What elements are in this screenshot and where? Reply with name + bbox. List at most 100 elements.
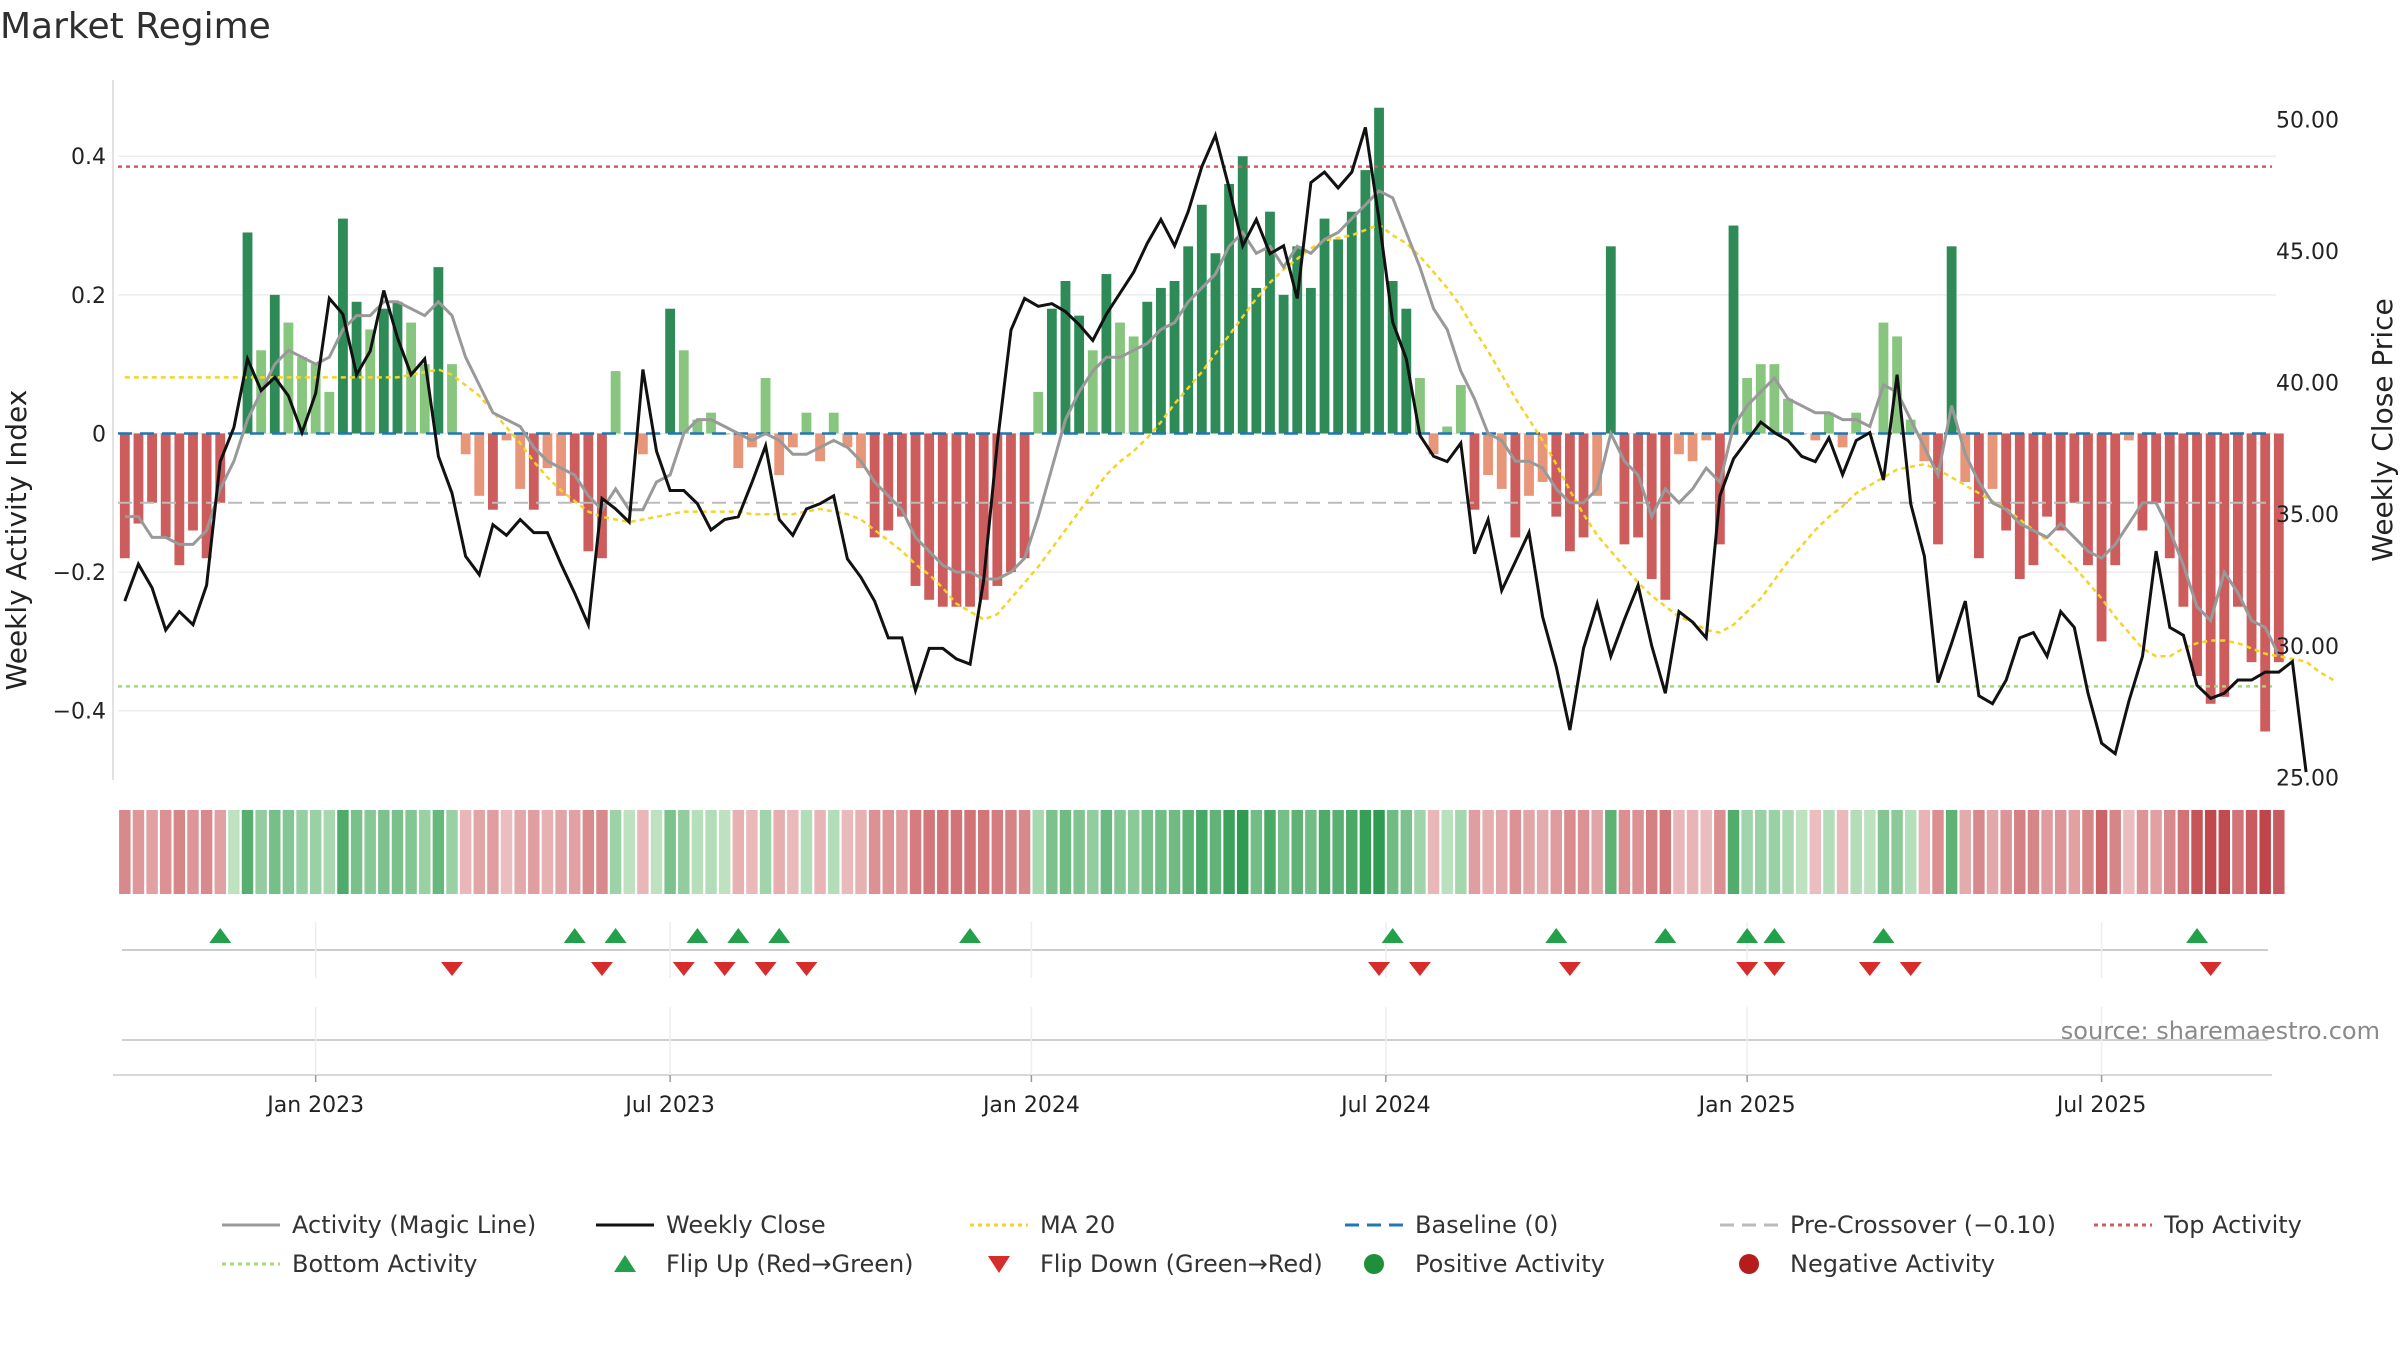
activity-bar [828, 412, 839, 434]
activity-bar [1824, 412, 1834, 434]
regime-cell [664, 810, 676, 894]
regime-cell [2082, 810, 2094, 894]
activity-bar [310, 364, 321, 434]
regime-cell [1223, 810, 1235, 894]
regime-cell [1836, 810, 1849, 894]
regime-cell [1550, 810, 1562, 894]
regime-cell [1945, 810, 1958, 894]
legend-swatch [1739, 1254, 1759, 1274]
regime-cell [2068, 810, 2081, 894]
regime-cell [568, 810, 581, 894]
activity-bar [1837, 433, 1848, 448]
regime-cell [841, 810, 854, 894]
activity-bar [1142, 301, 1153, 434]
activity-bar [842, 433, 853, 448]
activity-bar [583, 433, 594, 552]
regime-cell [746, 810, 758, 894]
activity-bar [2028, 433, 2039, 566]
regime-cell [1100, 810, 1113, 894]
regime-cell [814, 810, 826, 894]
regime-cell [1400, 810, 1413, 894]
regime-cell [759, 810, 772, 894]
regime-cell [732, 810, 745, 894]
activity-bar [365, 329, 376, 434]
regime-cell [2273, 810, 2285, 894]
regime-cell [1509, 810, 1522, 894]
activity-bar [1292, 246, 1303, 434]
regime-cell [1346, 810, 1358, 894]
activity-bar [1033, 391, 1044, 434]
flip-up-marker [563, 928, 586, 943]
activity-bar [2178, 433, 2189, 607]
activity-bar [1714, 433, 1725, 545]
y-axis-right-label: Weekly Close Price [2366, 298, 2399, 561]
activity-bar [978, 433, 989, 600]
flip-up-marker [686, 928, 709, 943]
regime-cell [1073, 810, 1085, 894]
x-axis-ticks: Jan 2023 Jul 2023 Jan 2024 Jul 2024 Jan 2025… [265, 1075, 2146, 1118]
activity-bar [1319, 218, 1330, 434]
activity-bar [2001, 433, 2012, 531]
regime-cell [405, 810, 417, 894]
y-tick-right: 35.00 [2276, 503, 2339, 528]
regime-cell [1618, 810, 1631, 894]
activity-bar [1455, 384, 1466, 434]
activity-bar [1987, 433, 1998, 489]
activity-bar [1469, 433, 1480, 510]
activity-bar [2205, 433, 2216, 704]
flip-down-marker [754, 962, 777, 976]
activity-bar [556, 433, 566, 496]
activity-bar [692, 419, 703, 434]
regime-cell [1155, 810, 1167, 894]
activity-bar [1496, 433, 1507, 489]
activity-bar [447, 364, 457, 434]
regime-cell [1809, 810, 1822, 894]
activity-bar [2055, 433, 2066, 531]
legend-item: Bottom Activity [222, 1250, 477, 1278]
regime-cell [1523, 810, 1535, 894]
activity-bar [1346, 211, 1357, 434]
flip-down-marker [1368, 962, 1391, 976]
regime-cell [1877, 810, 1890, 894]
regime-cell [1973, 810, 1985, 894]
regime-cell [1782, 810, 1794, 894]
activity-bar [1305, 287, 1316, 434]
regime-cell [378, 810, 390, 894]
regime-cell [1059, 810, 1072, 894]
regime-cell [1714, 810, 1726, 894]
activity-bar [951, 433, 962, 607]
regime-cell [800, 810, 813, 894]
regime-cell [828, 810, 840, 894]
activity-bar [774, 433, 785, 476]
flip-up-marker [1654, 928, 1677, 943]
x-tick-label: Jul 2025 [2055, 1093, 2147, 1118]
regime-cell [446, 810, 458, 894]
regime-cell [1605, 810, 1617, 894]
regime-cell [1891, 810, 1903, 894]
y-tick-right: 40.00 [2276, 372, 2339, 397]
regime-cell [1536, 810, 1549, 894]
regime-cell [1291, 810, 1303, 894]
activity-bar [433, 267, 444, 434]
regime-cell [241, 810, 254, 894]
activity-bar [1237, 156, 1248, 434]
activity-bar [474, 433, 485, 496]
legend-item: Flip Down (Green→Red) [988, 1250, 1323, 1278]
regime-cell [309, 810, 322, 894]
activity-bar [2096, 433, 2107, 642]
activity-bar [2273, 433, 2284, 663]
activity-bar [1946, 246, 1957, 434]
flip-up-marker [727, 928, 750, 943]
activity-bar [1660, 433, 1671, 600]
regime-cell [2164, 810, 2176, 894]
y-tick-left: 0.4 [71, 145, 106, 170]
flip-up-marker [1872, 928, 1895, 943]
flip-down-marker [1558, 962, 1581, 976]
regime-cell [1386, 810, 1399, 894]
axes: 0.4 0.2 0 −0.2 −0.4 50.00 45.00 40.00 35.00 30.00… [53, 80, 2339, 791]
regime-cell [1727, 810, 1740, 894]
legend-swatch [988, 1256, 1010, 1273]
flip-down-marker [1408, 962, 1431, 976]
regime-cell [1496, 810, 1508, 894]
regime-cell [596, 810, 608, 894]
